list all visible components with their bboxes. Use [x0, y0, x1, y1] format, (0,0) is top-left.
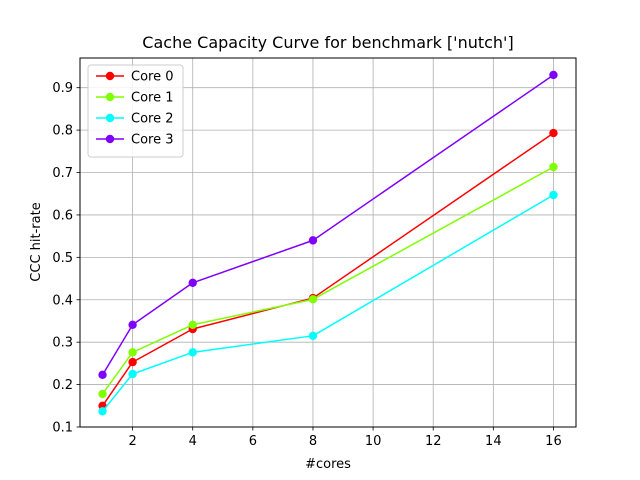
- data-point: [308, 236, 318, 245]
- x-tick-label: 16: [545, 434, 562, 449]
- x-tick-label: 4: [189, 434, 197, 449]
- y-tick-label: 0.8: [52, 124, 73, 139]
- data-point: [128, 357, 137, 367]
- data-point: [98, 407, 107, 416]
- data-point: [128, 369, 137, 379]
- data-point: [98, 389, 107, 399]
- chart-title: Cache Capacity Curve for benchmark ['nut…: [142, 33, 513, 52]
- data-point: [188, 278, 197, 287]
- legend-box: [87, 64, 184, 158]
- legend-marker: [105, 113, 115, 123]
- legend-label: Core 1: [131, 91, 174, 106]
- data-point: [308, 295, 318, 304]
- x-axis-label: #cores: [305, 457, 351, 472]
- data-point: [188, 320, 197, 329]
- legend-marker: [105, 92, 115, 102]
- data-point: [308, 331, 318, 341]
- data-point: [188, 348, 197, 357]
- data-point: [98, 370, 107, 380]
- x-tick-label: 2: [128, 434, 136, 449]
- y-tick-label: 0.9: [52, 81, 73, 96]
- y-tick-label: 0.5: [52, 251, 73, 266]
- data-point: [128, 320, 137, 329]
- y-axis-label: CCC hit-rate: [29, 202, 44, 281]
- data-point: [549, 162, 558, 172]
- legend-marker: [105, 134, 115, 144]
- y-tick-label: 0.6: [52, 208, 73, 223]
- y-tick-label: 0.1: [52, 421, 73, 436]
- data-point: [549, 70, 558, 80]
- series-core-1: [98, 162, 558, 399]
- data-point: [128, 348, 137, 357]
- x-tick-label: 12: [425, 434, 442, 449]
- legend-label: Core 3: [131, 133, 174, 148]
- data-point: [549, 190, 558, 200]
- legend-label: Core 0: [131, 70, 174, 85]
- y-tick-label: 0.7: [52, 166, 73, 181]
- series-core-2: [98, 190, 558, 416]
- y-tick-label: 0.3: [52, 336, 73, 351]
- x-tick-label: 10: [365, 434, 382, 449]
- y-tick-label: 0.2: [52, 378, 73, 393]
- x-tick-label: 6: [249, 434, 257, 449]
- x-tick-label: 8: [309, 434, 317, 449]
- legend-label: Core 2: [131, 112, 174, 127]
- series-layer: [98, 70, 558, 416]
- legend-marker: [105, 71, 115, 81]
- x-tick-label: 14: [485, 434, 502, 449]
- legend: Core 0 Core 1 Core 2 Core 3: [87, 64, 184, 158]
- data-point: [549, 128, 558, 138]
- ticks: 2 4 6 8 10 12 14 16 0.1 0.2 0.3 0.4 0.5 0.6 0.7 0.8 0.9: [52, 81, 561, 449]
- plot-frame: [79, 57, 577, 428]
- series-core-3: [98, 70, 558, 380]
- y-tick-label: 0.4: [52, 293, 73, 308]
